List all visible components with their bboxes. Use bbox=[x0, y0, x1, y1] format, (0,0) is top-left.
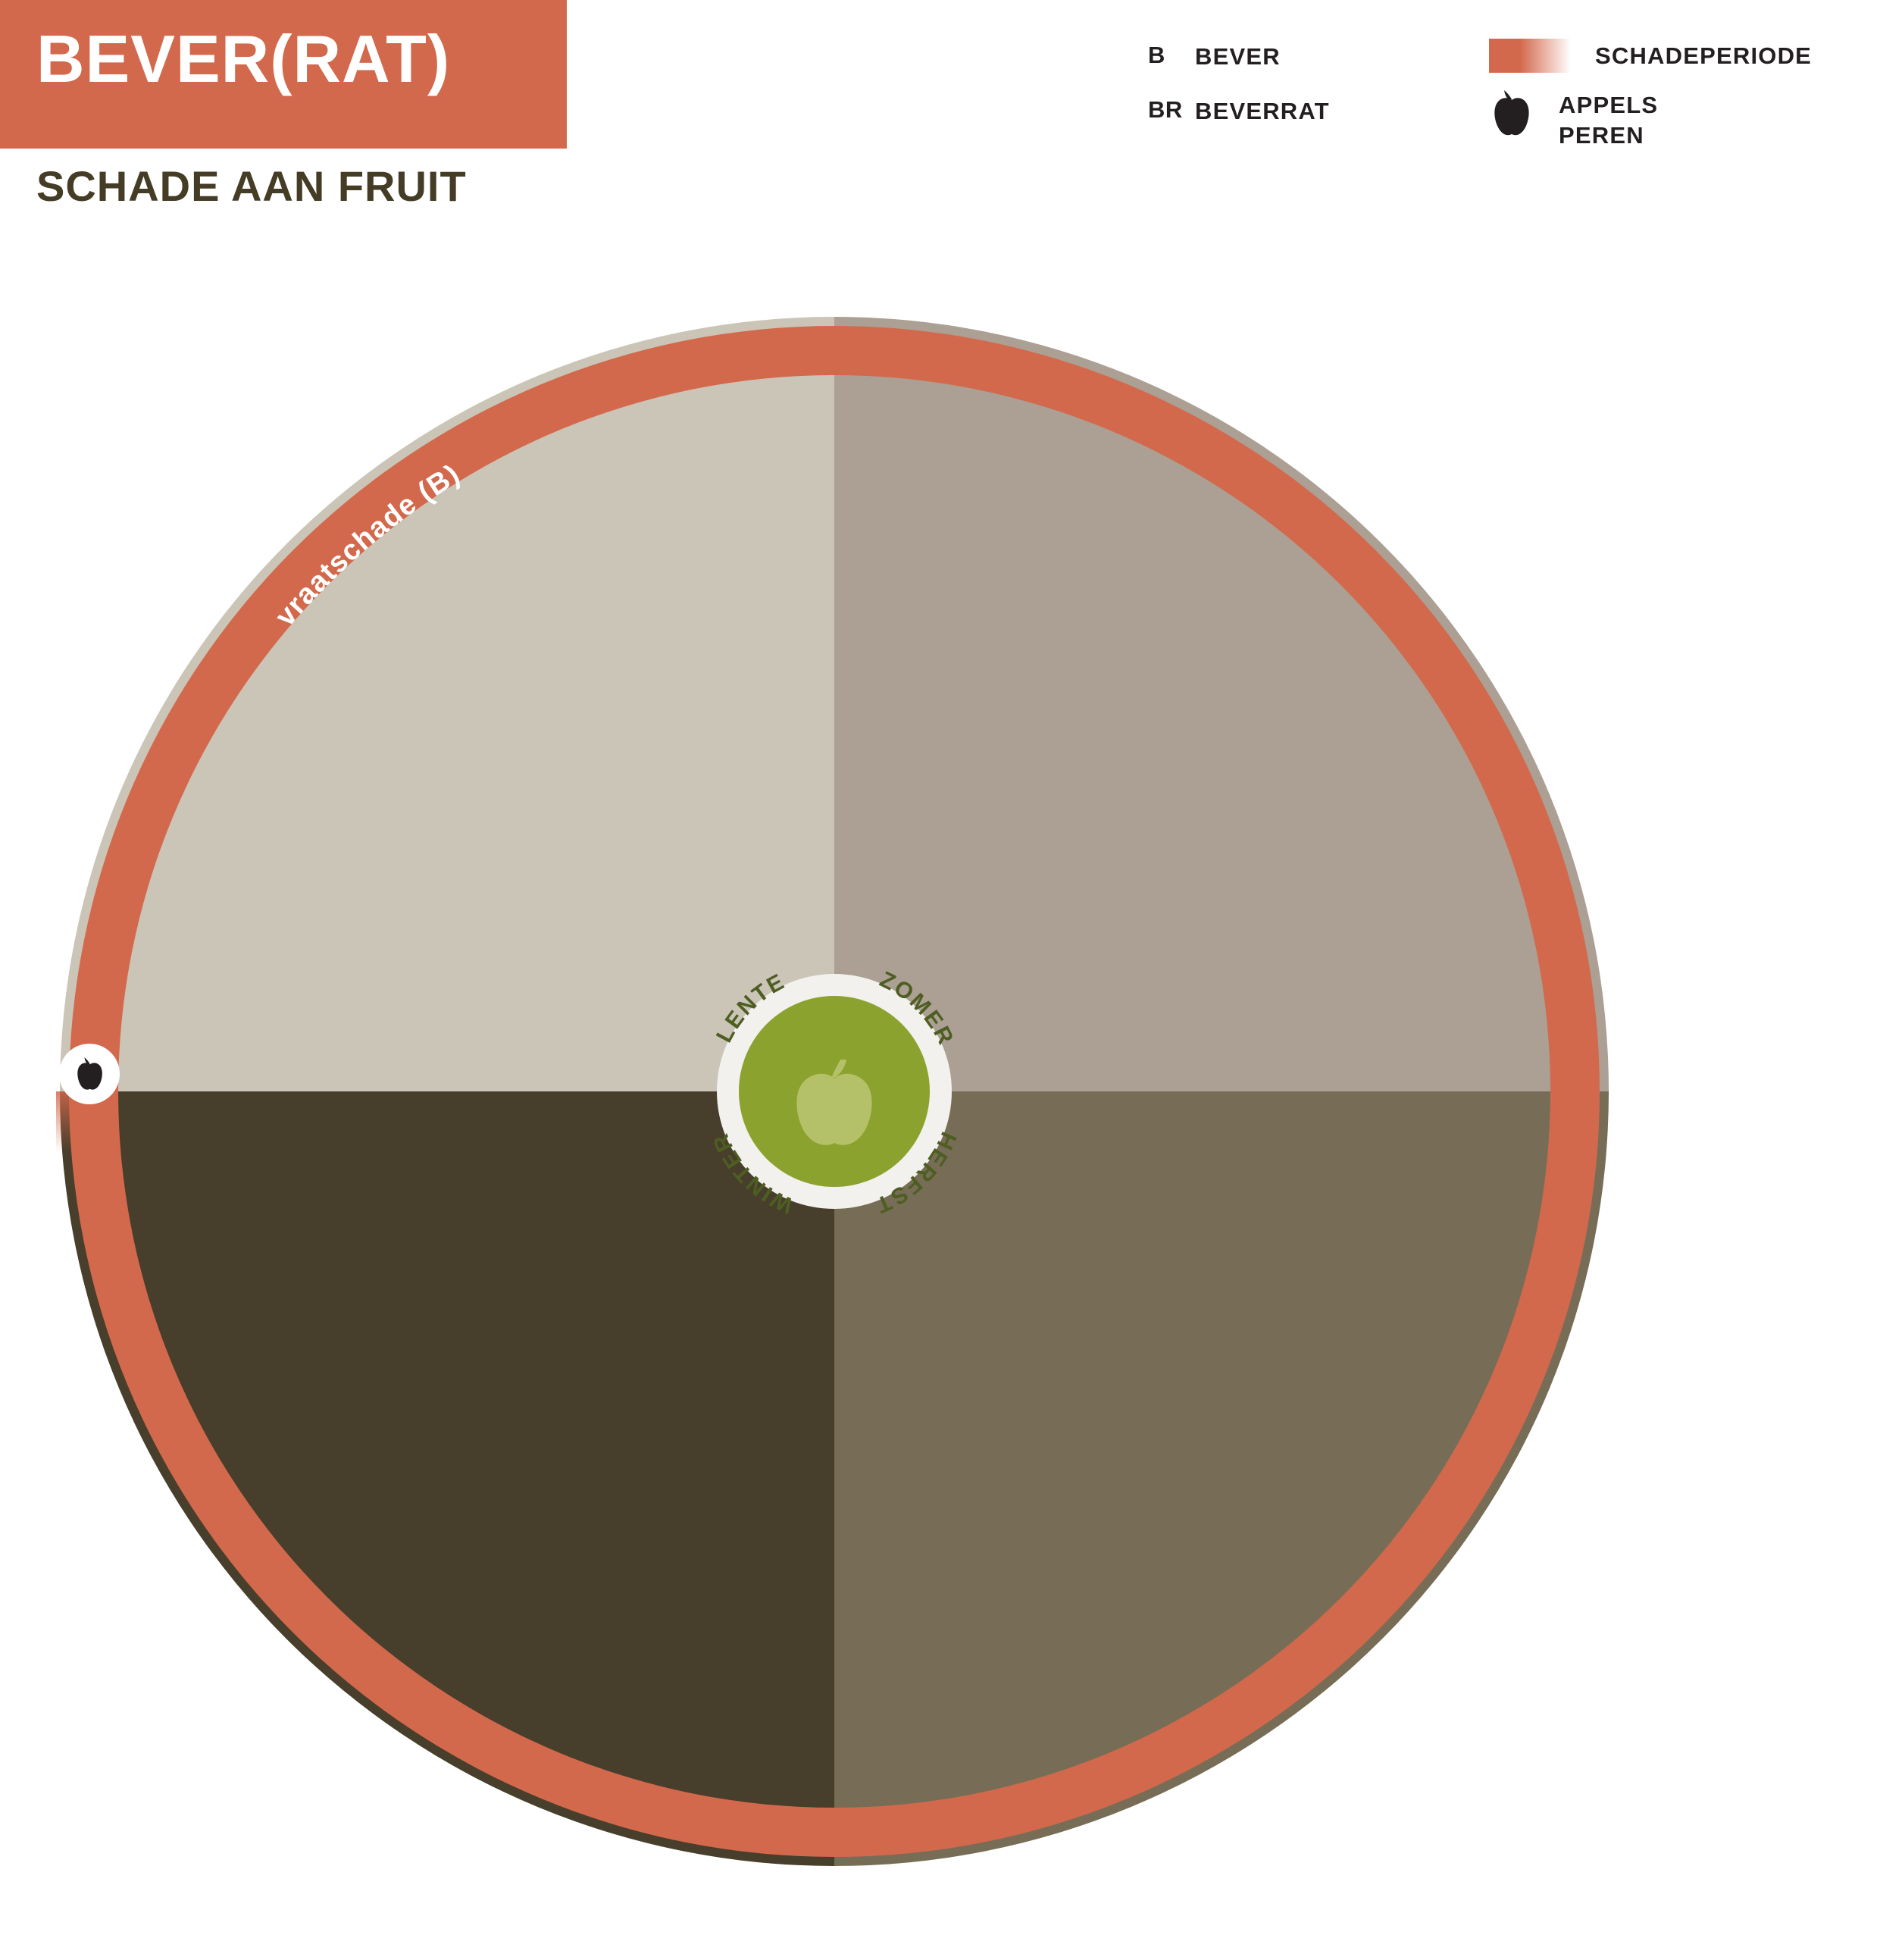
legend-code-beverrat: BR bbox=[1148, 96, 1183, 123]
page-subtitle: SCHADE AAN FRUIT bbox=[36, 162, 467, 210]
legend-label-bever: BEVER bbox=[1195, 43, 1281, 70]
legend-label-schadeperiode: SCHADEPERIODE bbox=[1595, 42, 1813, 69]
legend-item-schadeperiode: SCHADEPERIODE bbox=[1489, 39, 1812, 73]
legend-label-appels: APPELS bbox=[1559, 92, 1659, 118]
legend: B BEVER BR BEVERRAT SCHADEPERIODE APPELS… bbox=[1148, 39, 1860, 163]
season-quadrants bbox=[118, 375, 1550, 1808]
title-bar bbox=[0, 0, 567, 149]
season-damage-wheel: vraatschade (B) LENTE ZOMER HERFST bbox=[33, 311, 1632, 1872]
damage-period-gradient-swatch bbox=[1489, 39, 1571, 73]
apple-icon bbox=[1489, 90, 1534, 137]
hub-apple-icon bbox=[796, 1060, 872, 1145]
quadrant-zomer bbox=[834, 375, 1550, 1091]
quadrant-winter bbox=[118, 1091, 834, 1808]
legend-code-bever: B bbox=[1148, 42, 1165, 68]
quadrant-herfst bbox=[834, 1091, 1550, 1808]
quadrant-lente bbox=[118, 375, 834, 1091]
page-title: BEVER(RAT) bbox=[36, 21, 451, 96]
legend-item-bever: B BEVER bbox=[1148, 42, 1281, 72]
legend-label-peren: PEREN bbox=[1559, 121, 1644, 149]
legend-item-beverrat: BR BEVERRAT bbox=[1148, 96, 1330, 127]
legend-label-appels-peren: APPELS PEREN bbox=[1559, 90, 1658, 150]
arc-marker-apple bbox=[59, 1044, 120, 1104]
legend-label-beverrat: BEVERRAT bbox=[1195, 98, 1330, 124]
legend-item-appels-peren: APPELS PEREN bbox=[1489, 90, 1658, 150]
